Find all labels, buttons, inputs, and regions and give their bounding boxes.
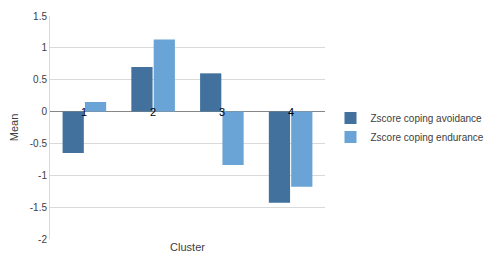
svg-text:-0.5: -0.5 (30, 138, 48, 149)
svg-text:1: 1 (81, 106, 87, 118)
svg-text:2: 2 (150, 106, 156, 118)
svg-text:Cluster: Cluster (170, 241, 205, 253)
svg-text:4: 4 (288, 106, 294, 118)
svg-text:Zscore coping endurance: Zscore coping endurance (371, 132, 484, 143)
svg-text:-1: -1 (38, 170, 47, 181)
svg-text:Mean: Mean (8, 114, 20, 142)
svg-text:0.5: 0.5 (33, 74, 47, 85)
svg-text:1: 1 (41, 42, 47, 53)
svg-text:1.5: 1.5 (33, 11, 47, 22)
svg-text:-1.5: -1.5 (30, 202, 48, 213)
svg-text:0: 0 (41, 106, 47, 117)
svg-text:-2: -2 (38, 234, 47, 245)
svg-text:3: 3 (219, 106, 225, 118)
svg-text:Zscore coping avoidance: Zscore coping avoidance (371, 113, 483, 124)
